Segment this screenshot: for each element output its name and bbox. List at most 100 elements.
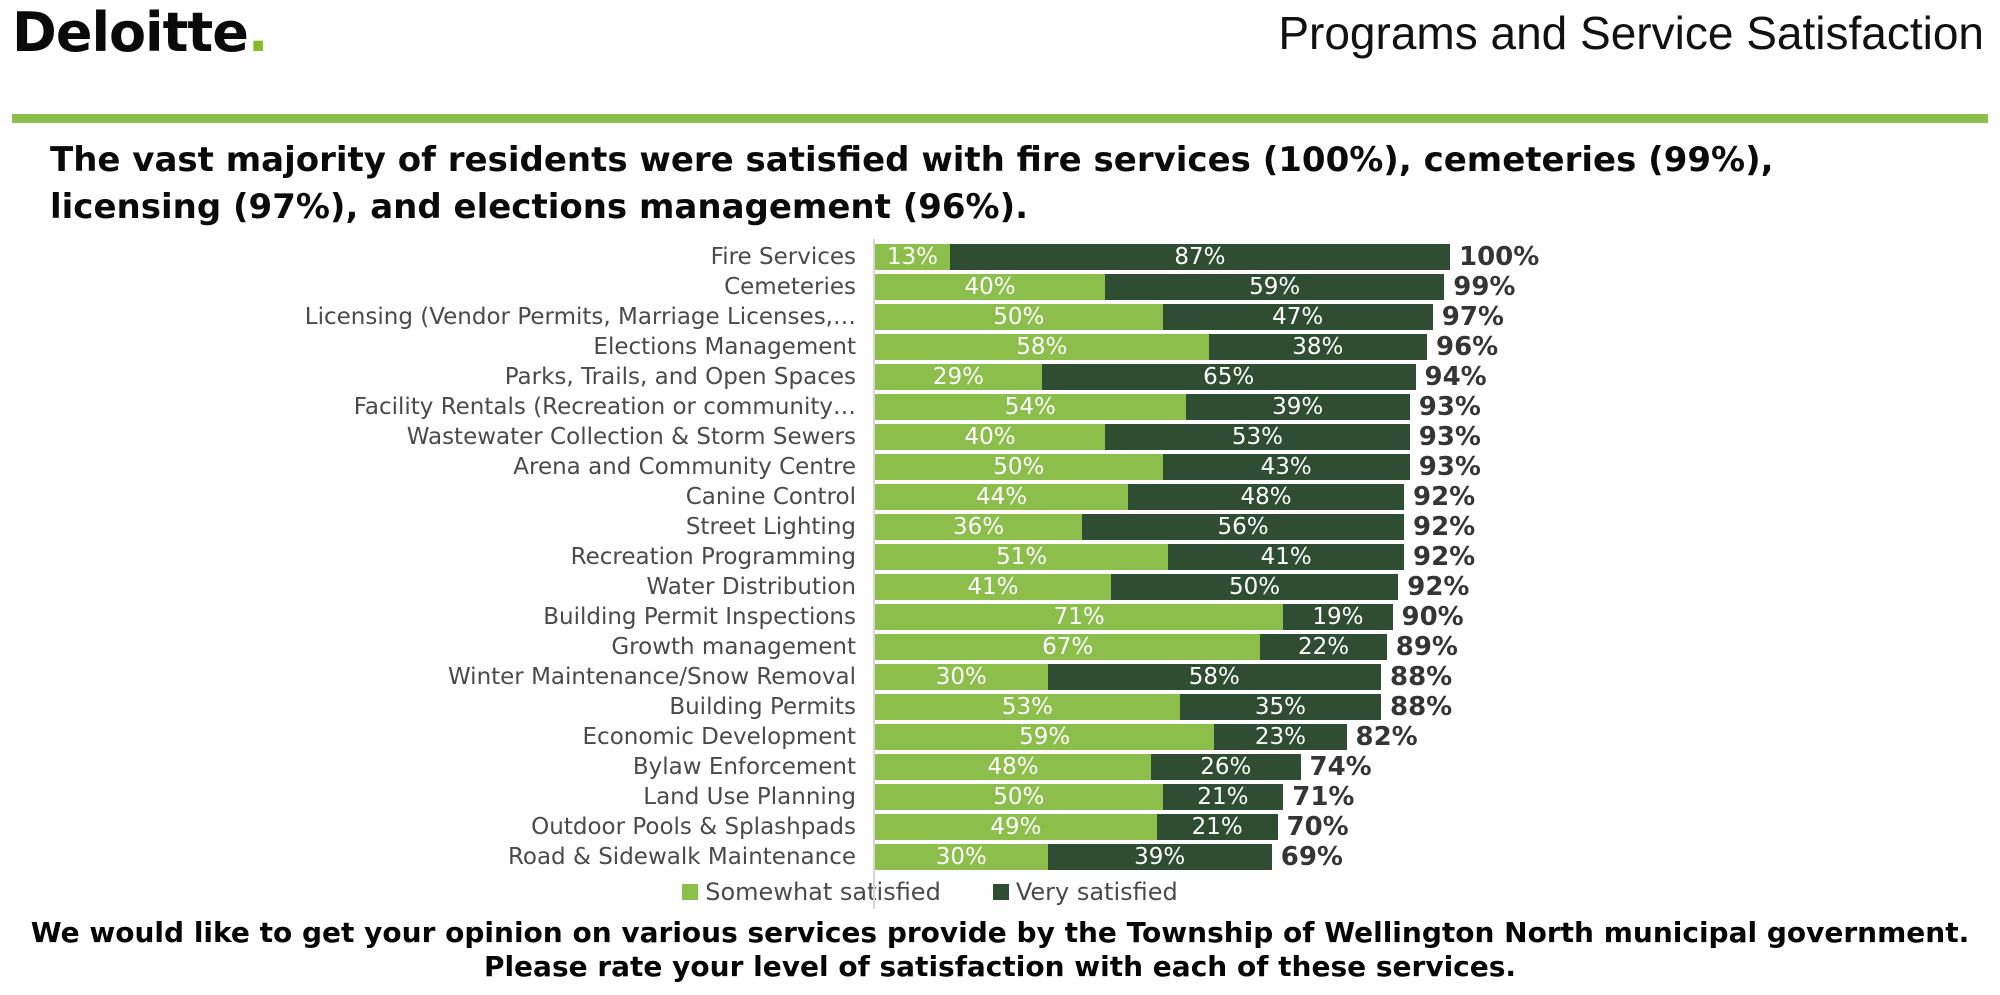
category-label: Recreation Programming bbox=[570, 544, 856, 571]
chart-axis-line bbox=[873, 239, 875, 910]
category-label: Wastewater Collection & Storm Sewers bbox=[406, 424, 856, 451]
chart-row: Elections Management 58% 38% 96% bbox=[285, 332, 2000, 362]
headline-text: The vast majority of residents were sati… bbox=[50, 140, 1774, 227]
segment-value-label: 40% bbox=[964, 274, 1016, 301]
footnote-line-2: Please rate your level of satisfaction w… bbox=[483, 949, 1517, 983]
segment-value-label: 36% bbox=[952, 514, 1005, 541]
segment-value-label: 49% bbox=[990, 814, 1042, 841]
bar-segment: 40% bbox=[875, 424, 1105, 451]
bar-segment: 26% bbox=[1151, 754, 1301, 781]
legend-swatch bbox=[992, 884, 1009, 901]
total-value-label: 88% bbox=[1390, 662, 1453, 693]
total-value-label: 92% bbox=[1413, 482, 1476, 513]
total-value-label: 92% bbox=[1413, 512, 1476, 543]
bar-segment: 23% bbox=[1214, 724, 1347, 751]
category-label: Economic Development bbox=[582, 724, 856, 751]
bar-segment: 67% bbox=[875, 634, 1261, 661]
bar-segment: 19% bbox=[1283, 604, 1393, 631]
category-label: Winter Maintenance/Snow Removal bbox=[447, 664, 856, 691]
bar-segment: 48% bbox=[875, 754, 1151, 781]
total-value-label: 92% bbox=[1413, 542, 1476, 573]
logo-text: Deloitte bbox=[12, 1, 249, 64]
segment-value-label: 41% bbox=[1260, 544, 1312, 571]
segment-value-label: 50% bbox=[993, 304, 1045, 331]
segment-value-label: 67% bbox=[1042, 634, 1094, 661]
segment-value-label: 23% bbox=[1254, 724, 1306, 751]
chart-row: Bylaw Enforcement 48% 26% 74% bbox=[285, 752, 2000, 782]
stacked-bar: 71% 19% bbox=[875, 604, 1393, 631]
total-value-label: 88% bbox=[1390, 692, 1453, 723]
bar-segment: 43% bbox=[1162, 454, 1410, 481]
segment-value-label: 59% bbox=[1019, 724, 1071, 751]
legend-label: Very satisfied bbox=[1015, 878, 1178, 907]
category-label: Arena and Community Centre bbox=[513, 454, 856, 481]
bar-segment: 22% bbox=[1260, 634, 1387, 661]
satisfaction-bar-chart: Fire Services 13% 87% 100% Cemeteries 40% 59% 9… bbox=[285, 239, 2000, 910]
stacked-bar: 53% 35% bbox=[875, 694, 1381, 721]
chart-row: Building Permit Inspections 71% 19% 90% bbox=[285, 602, 2000, 632]
chart-row: Road & Sidewalk Maintenance 30% 39% 69% bbox=[285, 842, 2000, 872]
bar-segment: 50% bbox=[875, 304, 1163, 331]
stacked-bar: 59% 23% bbox=[875, 724, 1347, 751]
stacked-bar: 54% 39% bbox=[875, 394, 1410, 421]
segment-value-label: 30% bbox=[935, 844, 987, 871]
total-value-label: 94% bbox=[1424, 362, 1487, 393]
footnote: We would like to get your opinion on var… bbox=[0, 916, 2000, 983]
category-label: Canine Control bbox=[685, 484, 856, 511]
category-label: Building Permits bbox=[669, 694, 856, 721]
chart-row: Water Distribution 41% 50% 92% bbox=[285, 572, 2000, 602]
bar-segment: 36% bbox=[875, 514, 1082, 541]
segment-value-label: 30% bbox=[935, 664, 987, 691]
stacked-bar: 50% 43% bbox=[875, 454, 1410, 481]
bar-segment: 49% bbox=[875, 814, 1157, 841]
segment-value-label: 51% bbox=[996, 544, 1048, 571]
stacked-bar: 36% 56% bbox=[875, 514, 1404, 541]
stacked-bar: 40% 59% bbox=[875, 274, 1445, 301]
category-label: Outdoor Pools & Splashpads bbox=[531, 814, 856, 841]
legend-item: Somewhat satisfied bbox=[682, 878, 941, 906]
bar-segment: 53% bbox=[875, 694, 1180, 721]
segment-value-label: 47% bbox=[1272, 304, 1324, 331]
legend-swatch bbox=[682, 884, 699, 901]
bar-segment: 30% bbox=[875, 844, 1048, 871]
category-label: Elections Management bbox=[593, 334, 856, 361]
segment-value-label: 39% bbox=[1134, 844, 1186, 871]
bar-segment: 50% bbox=[875, 784, 1163, 811]
segment-value-label: 44% bbox=[975, 484, 1028, 511]
segment-value-label: 22% bbox=[1297, 634, 1350, 661]
segment-value-label: 35% bbox=[1254, 694, 1306, 721]
legend-label: Somewhat satisfied bbox=[705, 878, 941, 907]
segment-value-label: 71% bbox=[1053, 604, 1105, 631]
chart-row: Wastewater Collection & Storm Sewers 40% 5… bbox=[285, 422, 2000, 452]
total-value-label: 96% bbox=[1436, 332, 1499, 363]
stacked-bar: 40% 53% bbox=[875, 424, 1410, 451]
bar-segment: 39% bbox=[1185, 394, 1410, 421]
stacked-bar: 50% 21% bbox=[875, 784, 1284, 811]
stacked-bar: 30% 39% bbox=[875, 844, 1272, 871]
bar-segment: 50% bbox=[875, 454, 1163, 481]
bar-segment: 44% bbox=[875, 484, 1128, 511]
slide-header: Deloitte. Programs and Service Satisfact… bbox=[0, 0, 2000, 64]
bar-segment: 71% bbox=[875, 604, 1284, 631]
category-label: Parks, Trails, and Open Spaces bbox=[504, 364, 856, 391]
segment-value-label: 19% bbox=[1312, 604, 1364, 631]
bar-segment: 58% bbox=[1047, 664, 1381, 691]
total-value-label: 71% bbox=[1292, 782, 1355, 813]
bar-segment: 13% bbox=[875, 244, 950, 271]
segment-value-label: 41% bbox=[967, 574, 1019, 601]
segment-value-label: 21% bbox=[1191, 814, 1243, 841]
bar-segment: 30% bbox=[875, 664, 1048, 691]
category-label: Land Use Planning bbox=[643, 784, 856, 811]
bar-segment: 59% bbox=[1105, 274, 1445, 301]
chart-row: Winter Maintenance/Snow Removal 30% 58% 88% bbox=[285, 662, 2000, 692]
stacked-bar: 44% 48% bbox=[875, 484, 1404, 511]
bar-segment: 38% bbox=[1208, 334, 1427, 361]
bar-segment: 48% bbox=[1128, 484, 1404, 511]
bar-segment: 21% bbox=[1156, 814, 1278, 841]
segment-value-label: 38% bbox=[1292, 334, 1344, 361]
chart-legend: Somewhat satisfied Very satisfied bbox=[285, 878, 1575, 906]
segment-value-label: 56% bbox=[1217, 514, 1269, 541]
stacked-bar: 48% 26% bbox=[875, 754, 1301, 781]
bar-segment: 47% bbox=[1162, 304, 1433, 331]
chart-row: Facility Rentals (Recreation or communit… bbox=[285, 392, 2000, 422]
